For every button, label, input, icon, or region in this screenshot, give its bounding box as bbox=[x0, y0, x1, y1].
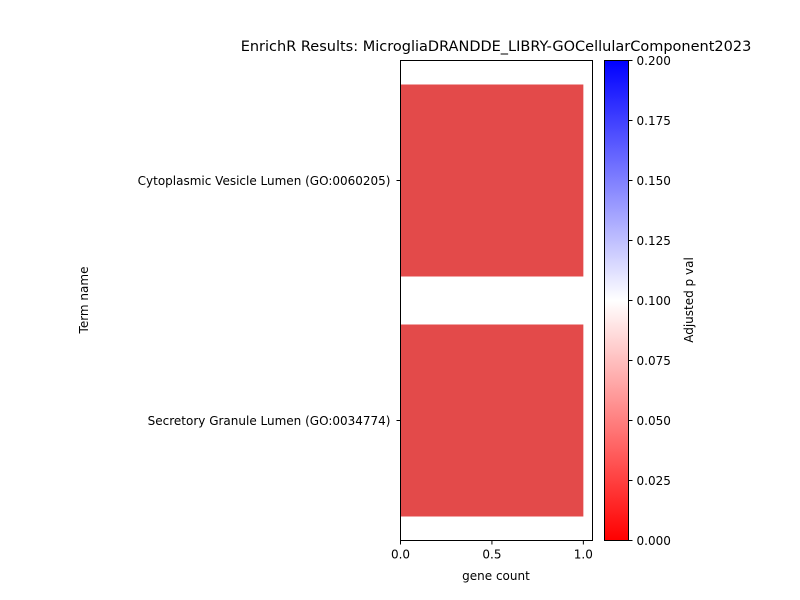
colorbar-tick-label: 0.150 bbox=[637, 174, 671, 188]
colorbar-label: Adjusted p val bbox=[682, 257, 696, 343]
chart-title: EnrichR Results: MicrogliaDRANDDE_LIBRY-… bbox=[241, 39, 752, 55]
colorbar-tick-label: 0.000 bbox=[637, 534, 671, 548]
colorbar-tick-label: 0.175 bbox=[637, 114, 671, 128]
colorbar-tick-label: 0.125 bbox=[637, 234, 671, 248]
y-axis-ticks: Cytoplasmic Vesicle Lumen (GO:0060205) Se… bbox=[138, 174, 401, 428]
colorbar-tick-label: 0.050 bbox=[637, 414, 671, 428]
colorbar-tick-label: 0.100 bbox=[637, 294, 671, 308]
colorbar-ticks: 0.000 0.025 0.050 0.075 0.100 0.125 0.150 0.175… bbox=[628, 54, 671, 548]
plot-frame bbox=[400, 60, 593, 541]
y-tick-label: Secretory Granule Lumen (GO:0034774) bbox=[148, 414, 391, 428]
colorbar-tick-label: 0.200 bbox=[637, 54, 671, 68]
y-axis-label: Term name bbox=[77, 267, 91, 335]
colorbar-tick-label: 0.075 bbox=[637, 354, 671, 368]
y-tick-label: Cytoplasmic Vesicle Lumen (GO:0060205) bbox=[138, 174, 391, 188]
colorbar-tick-label: 0.025 bbox=[637, 474, 671, 488]
x-tick-label: 1.0 bbox=[574, 548, 593, 562]
bar bbox=[400, 84, 584, 277]
x-axis-ticks: 0.0 0.5 1.0 bbox=[391, 540, 593, 562]
x-tick-label: 0.5 bbox=[482, 548, 501, 562]
x-axis-label: gene count bbox=[462, 569, 530, 583]
colorbar bbox=[604, 60, 629, 541]
bars-group bbox=[400, 84, 584, 517]
bar bbox=[400, 324, 584, 517]
x-tick-label: 0.0 bbox=[391, 548, 410, 562]
